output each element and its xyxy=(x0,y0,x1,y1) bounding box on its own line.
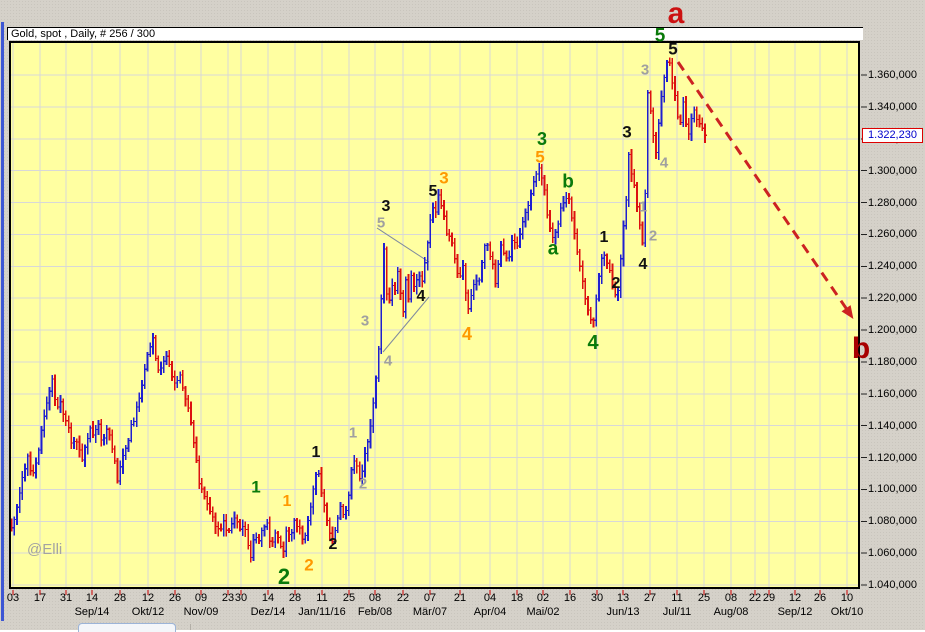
date-tick-label: 10 xyxy=(840,592,854,604)
month-label: Aug/08 xyxy=(713,606,749,618)
wedge-trendlines xyxy=(376,227,430,353)
date-tick-label: 28 xyxy=(113,592,127,604)
date-tick-label: 11 xyxy=(316,592,328,604)
date-tick-label: 29 xyxy=(762,592,776,604)
month-label: Feb/08 xyxy=(357,606,393,618)
date-tick-label: 28 xyxy=(288,592,302,604)
date-tick-label: 13 xyxy=(616,592,630,604)
price-axis-label: 1.100,000 xyxy=(868,483,917,496)
date-tick-label: 18 xyxy=(510,592,524,604)
price-axis-label: 1.080,000 xyxy=(868,515,917,528)
date-tick-label: 12 xyxy=(788,592,802,604)
price-axis-label: 1.260,000 xyxy=(868,228,917,241)
price-axis-label: 1.300,000 xyxy=(868,164,917,177)
chart-title: Gold, spot , Daily, # 256 / 300 xyxy=(11,28,156,40)
watermark: @Elli xyxy=(27,541,63,558)
price-axis-label: 1.140,000 xyxy=(868,419,917,432)
date-tick-label: 27 xyxy=(643,592,657,604)
date-tick-label: 08 xyxy=(724,592,738,604)
background-window-divider xyxy=(190,624,191,630)
price-axis-label: 1.200,000 xyxy=(868,324,917,336)
date-tick-label: 04 xyxy=(483,592,497,604)
month-label: Mai/02 xyxy=(526,606,560,618)
last-price-box: 1.322,230 xyxy=(862,128,923,143)
background-window-fragment xyxy=(78,623,176,632)
date-tick-label: 14 xyxy=(85,592,99,604)
date-tick-label: 12 xyxy=(141,592,155,604)
price-axis-label: 1.180,000 xyxy=(868,355,917,368)
date-tick-label: 30 xyxy=(234,592,248,604)
date-tick-label: 11 xyxy=(671,592,683,604)
month-label: Apr/04 xyxy=(473,606,507,618)
date-tick-label: 31 xyxy=(59,592,73,604)
month-label: Jul/11 xyxy=(662,606,692,618)
trend-arrow xyxy=(676,61,854,319)
price-axis-label: 1.040,000 xyxy=(868,579,917,591)
date-tick-label: 30 xyxy=(590,592,604,604)
window-edge-stripe xyxy=(1,22,4,621)
date-tick-label: 07 xyxy=(423,592,437,604)
date-tick-label: 16 xyxy=(563,592,577,604)
chart-title-bar: Gold, spot , Daily, # 256 / 300 xyxy=(7,27,863,40)
price-axis-label: 1.240,000 xyxy=(868,260,917,273)
price-axis-label: 1.340,000 xyxy=(868,100,917,113)
last-price-value: 1.322,230 xyxy=(868,129,917,141)
month-label: Dez/14 xyxy=(250,606,286,618)
date-tick-label: 17 xyxy=(33,592,47,604)
month-label: Mär/07 xyxy=(412,606,448,618)
date-tick-label: 21 xyxy=(453,592,467,604)
date-tick-label: 03 xyxy=(6,592,20,604)
price-axis-label: 1.280,000 xyxy=(868,196,917,209)
price-axis-label: 1.220,000 xyxy=(868,292,917,305)
date-tick-label: 08 xyxy=(368,592,382,604)
price-axis-label: 1.120,000 xyxy=(868,451,917,464)
month-label: Jan/11/16 xyxy=(298,606,346,618)
date-tick-label: 26 xyxy=(168,592,182,604)
date-tick-label: 02 xyxy=(536,592,550,604)
date-tick-label: 25 xyxy=(342,592,356,604)
month-label: Sep/12 xyxy=(777,606,813,618)
month-label: Sep/14 xyxy=(74,606,110,618)
month-label: Okt/12 xyxy=(131,606,165,618)
date-tick-label: 14 xyxy=(261,592,275,604)
date-tick-label: 23 xyxy=(221,592,235,604)
date-tick-label: 09 xyxy=(194,592,208,604)
price-axis-label: 1.060,000 xyxy=(868,547,917,560)
month-label: Jun/13 xyxy=(606,606,640,618)
date-tick-label: 22 xyxy=(748,592,762,604)
axis-ticks xyxy=(12,74,867,595)
date-tick-label: 26 xyxy=(813,592,827,604)
date-tick-label: 22 xyxy=(396,592,410,604)
date-tick-label: 25 xyxy=(697,592,711,604)
price-bars xyxy=(10,57,707,563)
month-label: Nov/09 xyxy=(183,606,219,618)
month-label: Okt/10 xyxy=(830,606,864,618)
grid-lines xyxy=(10,42,859,588)
price-axis-label: 1.360,000 xyxy=(868,69,917,81)
price-axis-label: 1.160,000 xyxy=(868,387,917,400)
